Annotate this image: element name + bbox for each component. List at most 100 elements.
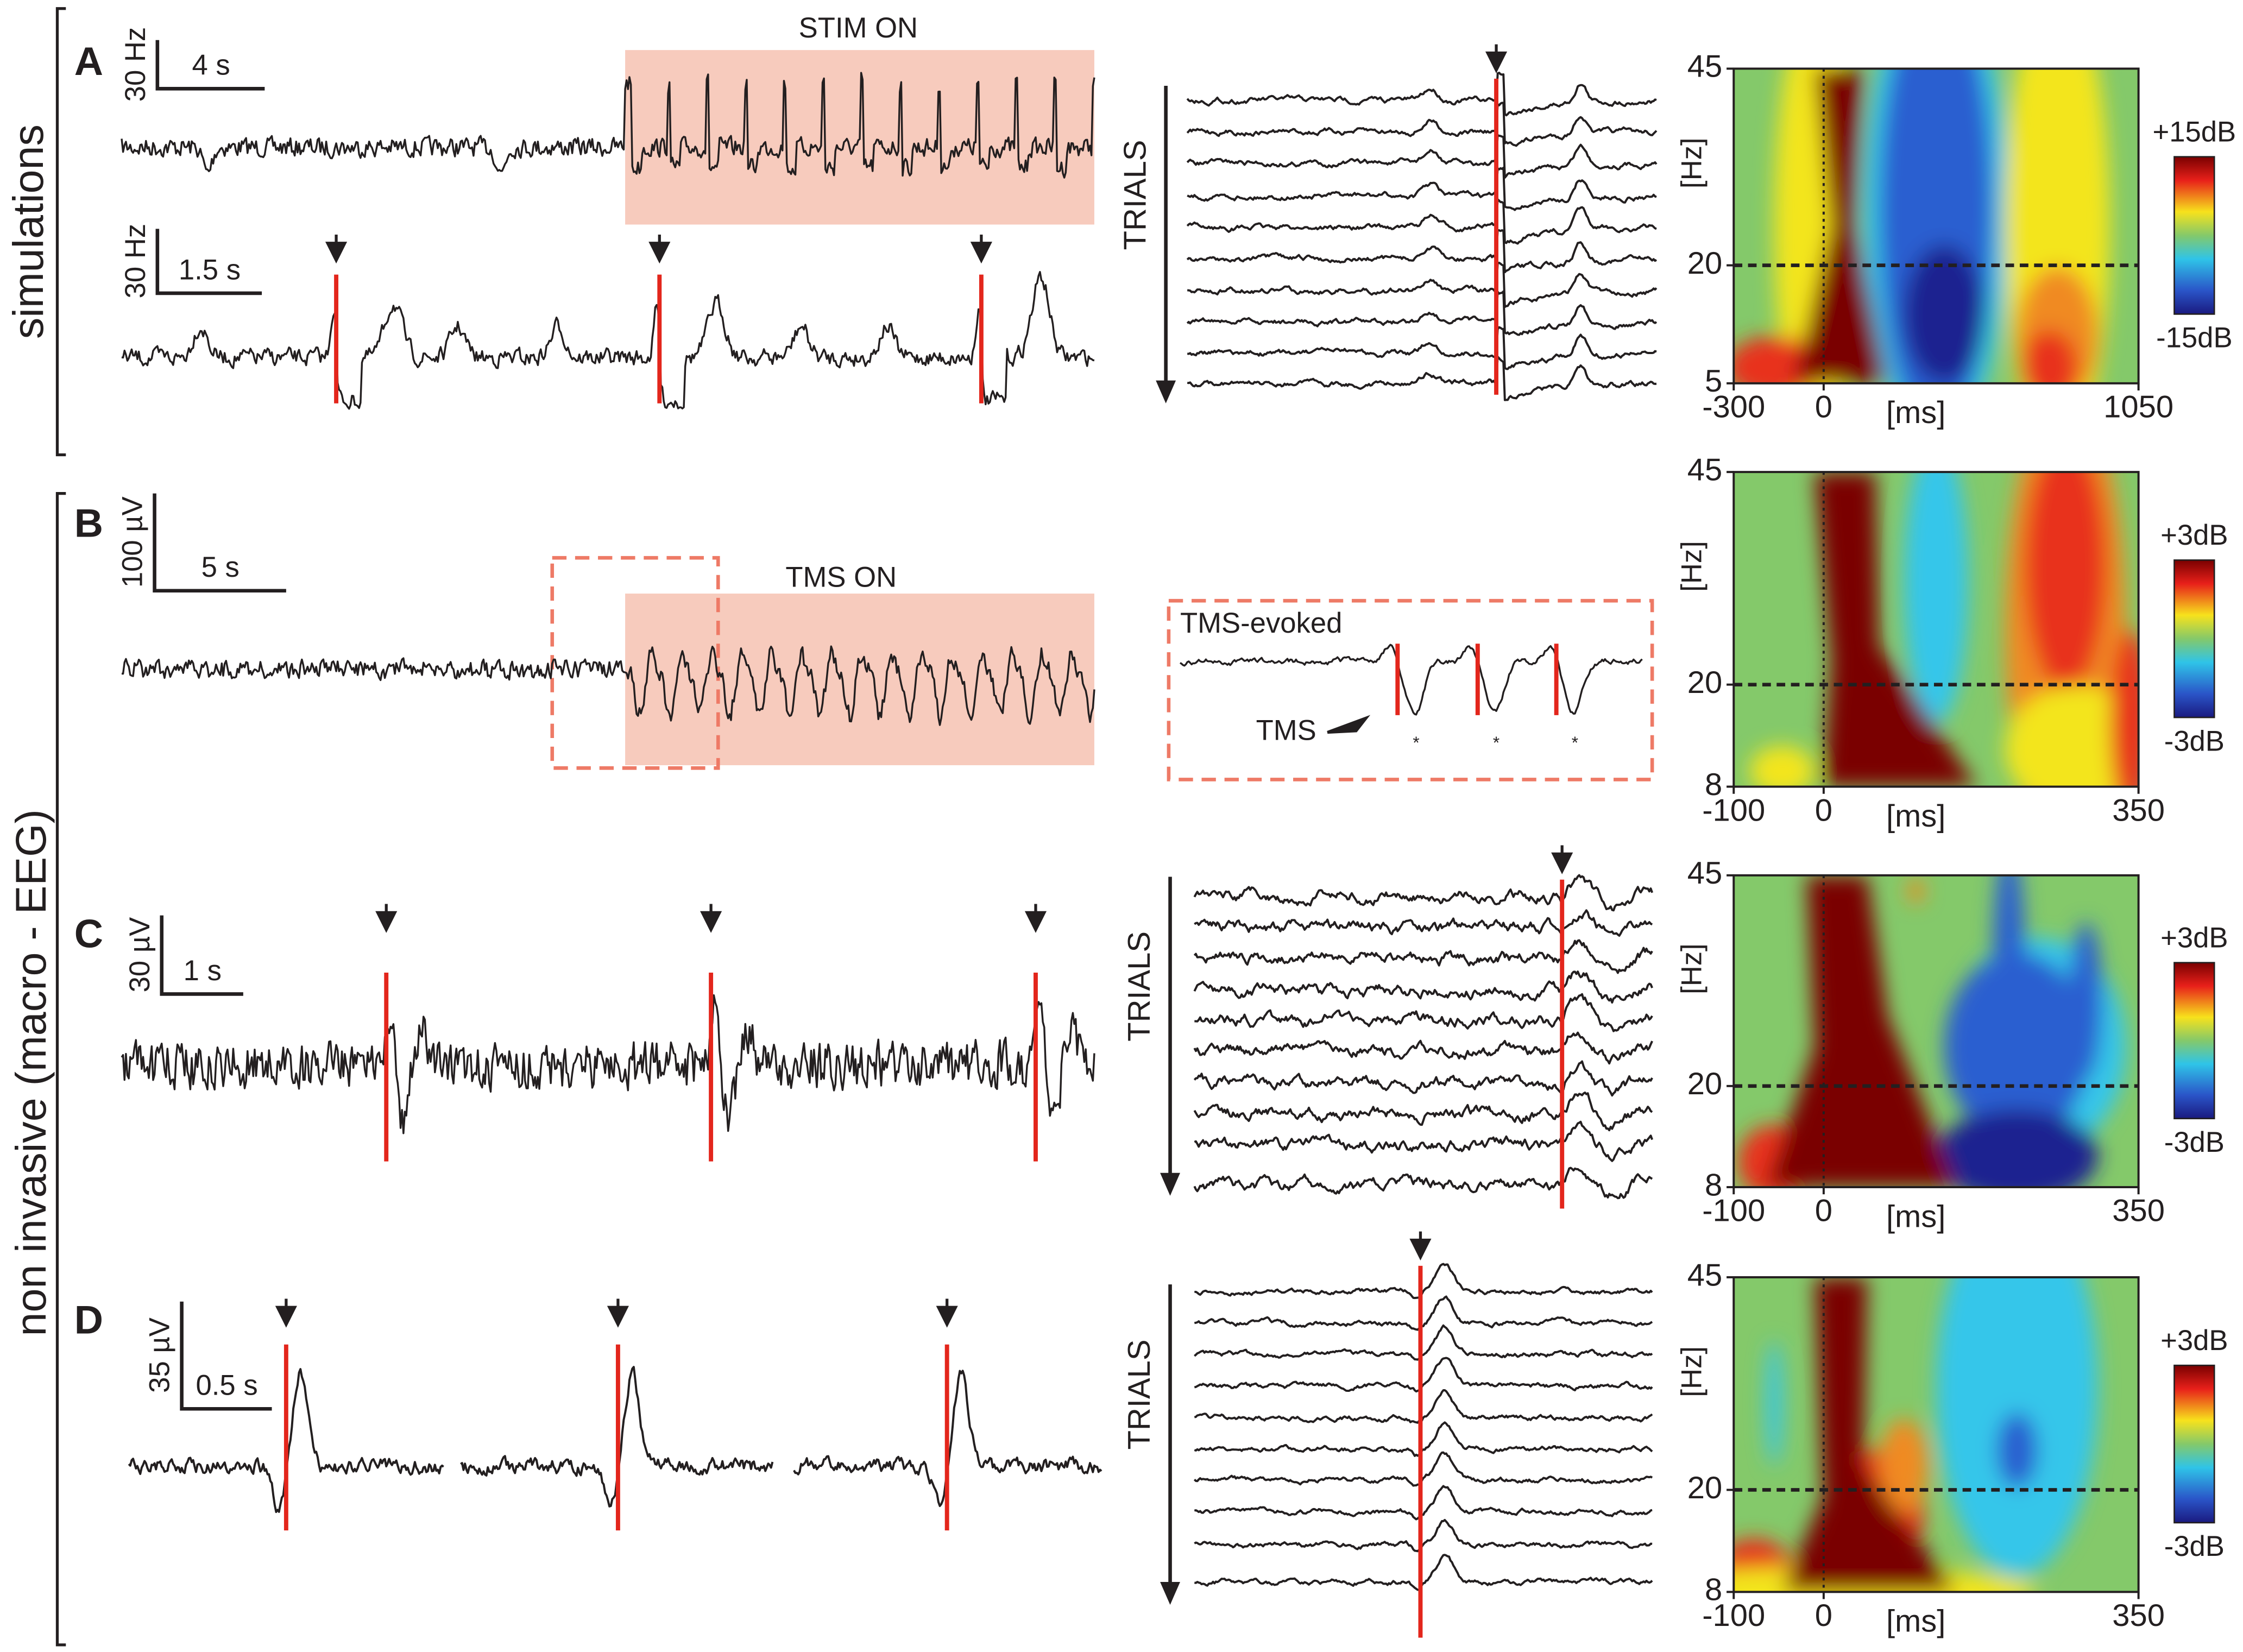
tf-region [1936,1109,2099,1188]
trial-trace [1187,326,1657,370]
panel-letter: A [74,39,103,84]
bracket-top [55,7,66,457]
x-tick-label: -100 [1702,1598,1765,1633]
trials-arrowhead [1160,1581,1180,1605]
trial-trace [1194,1263,1653,1300]
x-tick-label: 350 [2112,1194,2165,1228]
stim-region [625,594,1094,766]
y-tick-label: 45 [1687,452,1722,487]
tf-region [1936,1277,2099,1577]
colorbar-min: -3dB [2164,725,2225,757]
scale-amplitude: 30 µV [124,917,156,993]
arrow-marker [936,1298,958,1328]
y-tick-label: 20 [1687,246,1722,281]
tf-map [1734,875,2139,1188]
trace [121,645,1095,726]
x-tick-label: 0 [1815,390,1832,425]
x-tick-label: -300 [1702,390,1765,425]
colorbar-min: -3dB [2164,1126,2225,1158]
side-label: non invasive (macro - EEG) [7,809,55,1336]
trace [121,72,1095,179]
y-tick-label: 8 [1705,767,1722,802]
x-tick-label: 350 [2112,793,2165,828]
trial-trace [1187,261,1658,308]
arrow-marker [607,1298,629,1328]
tf-region [2005,686,2139,787]
x-tick-label: -100 [1702,793,1765,828]
y-axis-label: [Hz] [1675,943,1708,994]
arrow-marker [1409,1231,1432,1260]
colorbar-max: +3dB [2160,519,2228,551]
scale-amplitude: 100 µV [117,496,149,588]
pointer-arrow [1327,715,1371,734]
x-tick-label: 0 [1815,1194,1832,1228]
tf-region [1766,875,1957,1188]
x-tick-label: 0 [1815,793,1832,828]
trial-trace [1186,229,1658,274]
x-axis-label: [ms] [1886,1199,1945,1234]
trials-label: TRIALS [1118,140,1152,250]
tf-region [2021,330,2078,383]
arrow-marker [275,1298,297,1328]
x-tick-label: 350 [2112,1598,2165,1633]
region-label: STIM ON [799,12,918,44]
trial-trace [1194,1485,1653,1521]
x-tick-label: -100 [1702,1194,1765,1228]
y-tick-label: 8 [1705,1573,1722,1607]
panel-letter: B [74,501,103,546]
colorbar-min: -3dB [2164,1530,2225,1562]
inset-box [1167,598,1654,781]
inset-marker: * [1413,733,1419,752]
colorbar [2173,1364,2215,1524]
y-tick-label: 45 [1687,49,1722,84]
y-tick-label: 45 [1687,856,1722,891]
tf-region [1907,878,1924,904]
inset-marker: * [1572,733,1578,752]
trial-trace [1193,874,1653,912]
tf-frame [1732,874,2140,1189]
scale-bar [155,40,265,91]
tf-blobs [1737,875,2127,1188]
panel-letter: C [74,911,103,956]
trial-trace [1186,198,1657,245]
trial-trace [1186,102,1658,147]
trial-trace [1193,1091,1653,1132]
x-tick-label: 1050 [2103,390,2173,425]
x-axis-label: [ms] [1886,395,1945,430]
region-label: TMS ON [785,562,897,594]
arrow-marker [970,234,992,264]
arrow-marker [325,234,348,264]
trial-trace [1193,1167,1653,1200]
scale-time: 4 s [192,49,230,81]
inset-trace [1180,644,1643,716]
side-label: simulations [4,124,52,339]
y-axis-label: [Hz] [1675,137,1708,188]
trial-trace [1194,993,1653,1032]
tf-region [1814,472,1977,787]
colorbar-max: +3dB [2160,922,2228,954]
trial-trace [1194,1324,1653,1361]
arrow-marker [375,904,398,933]
bracket-bottom [55,492,66,1647]
x-axis-label: [ms] [1886,799,1945,834]
colorbar-max: +3dB [2160,1325,2228,1357]
colorbar [2173,156,2215,315]
scale-bar [160,915,243,996]
panel-letter: D [74,1297,103,1342]
scale-time: 0.5 s [196,1370,257,1402]
brackets [55,7,66,1647]
tf-region [1750,746,1815,787]
tf-region [1766,1340,1782,1466]
tf-region [1904,244,1985,383]
scale-bar [180,1301,272,1411]
inset-title: TMS-evoked [1180,607,1342,639]
trials-arrowhead [1156,380,1176,403]
tf-blobs [1734,1277,2099,1592]
y-tick-label: 8 [1705,1168,1722,1202]
trial-trace [1194,1421,1653,1457]
trace [121,994,1095,1134]
tf-frame [1732,471,2140,788]
trial-trace [1186,134,1658,179]
trial-trace [1193,939,1653,974]
